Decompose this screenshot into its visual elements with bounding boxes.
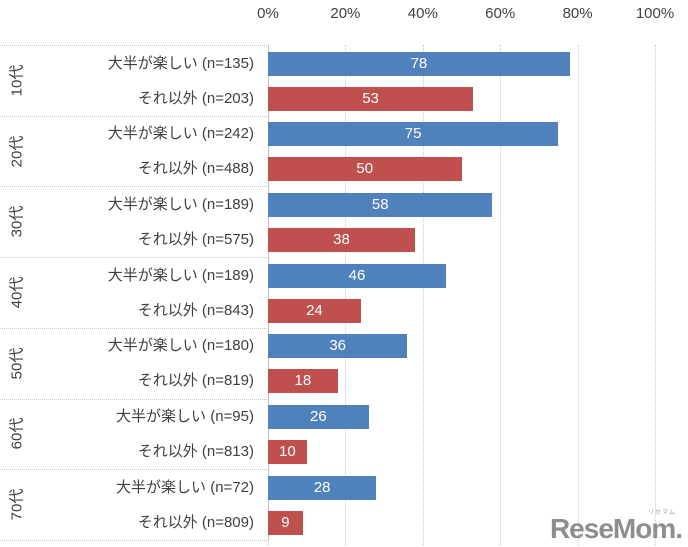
- bar-value-label: 24: [306, 301, 323, 319]
- category-panel-separator: [0, 540, 269, 541]
- x-axis-tick-label: 40%: [407, 5, 438, 22]
- bar-value-label: 53: [362, 89, 379, 107]
- series-label: それ以外 (n=575): [137, 230, 254, 248]
- bar-fun: 26: [268, 405, 369, 430]
- bar-value-label: 75: [404, 125, 422, 143]
- bar-value-label: 78: [410, 54, 428, 72]
- bar-value-label: 36: [329, 337, 346, 355]
- resemom-logo: リセマム ReseMom.: [549, 507, 683, 544]
- bar-value-label: 38: [333, 230, 350, 248]
- series-label: 大半が楽しい (n=242): [107, 125, 254, 143]
- bar-value-label: 9: [281, 513, 290, 531]
- series-label: それ以外 (n=488): [137, 160, 254, 178]
- bar-other: 38: [268, 227, 416, 252]
- bar-value-label: 18: [294, 372, 312, 390]
- x-axis-tick-label: 100%: [635, 5, 675, 22]
- series-label: 大半が楽しい (n=189): [107, 266, 254, 284]
- bar-fun: 46: [268, 263, 447, 288]
- series-label: それ以外 (n=203): [137, 89, 254, 107]
- gridline: [422, 45, 424, 545]
- bar-fun: 75: [268, 122, 559, 147]
- bar-other: 9: [268, 510, 303, 535]
- series-label: 大半が楽しい (n=189): [107, 195, 254, 213]
- bar-other: 10: [268, 440, 307, 465]
- x-axis-tick-label: 20%: [330, 5, 361, 22]
- resemom-logo-text: ReseMom.: [549, 513, 683, 544]
- category-panel-separator: [0, 186, 269, 188]
- series-label: それ以外 (n=819): [137, 372, 254, 390]
- category-panel-separator: [0, 45, 269, 46]
- x-axis-tick-label: 0%: [257, 5, 279, 22]
- bar-fun: 28: [268, 475, 377, 500]
- gridline: [577, 45, 579, 545]
- series-label: 大半が楽しい (n=180): [107, 337, 254, 355]
- category-panel-separator: [0, 327, 269, 329]
- resemom-logo-ruby: リセマム: [647, 510, 676, 516]
- bar-value-label: 28: [313, 478, 331, 496]
- gridline: [655, 45, 656, 545]
- bar-fun: 78: [268, 51, 570, 76]
- bar-fun: 36: [268, 334, 408, 359]
- gridline: [345, 45, 347, 545]
- series-label: それ以外 (n=809): [137, 513, 254, 531]
- category-panel-separator: [0, 398, 269, 400]
- gridline: [500, 45, 502, 545]
- bar-other: 24: [268, 298, 361, 323]
- bar-value-label: 58: [371, 195, 389, 213]
- bar-other: 50: [268, 157, 462, 182]
- series-label: 大半が楽しい (n=72): [116, 478, 254, 496]
- category-panel-separator: [0, 469, 269, 471]
- category-panel-separator: [0, 115, 269, 117]
- bar-fun: 58: [268, 192, 493, 217]
- series-label: 大半が楽しい (n=95): [116, 408, 254, 426]
- bar-value-label: 10: [279, 443, 296, 461]
- bar-other: 53: [268, 86, 474, 111]
- series-label: それ以外 (n=843): [137, 301, 254, 319]
- bar-value-label: 26: [309, 408, 327, 426]
- x-axis-tick-label: 60%: [485, 5, 516, 22]
- series-label: 大半が楽しい (n=135): [107, 54, 254, 72]
- bar-other: 18: [268, 369, 338, 394]
- series-label: それ以外 (n=813): [137, 443, 254, 461]
- category-panel-right-border: [268, 45, 269, 540]
- bar-value-label: 46: [348, 266, 366, 284]
- x-axis-tick-label: 80%: [562, 5, 593, 22]
- bar-value-label: 50: [356, 160, 374, 178]
- category-panel-separator: [0, 257, 269, 259]
